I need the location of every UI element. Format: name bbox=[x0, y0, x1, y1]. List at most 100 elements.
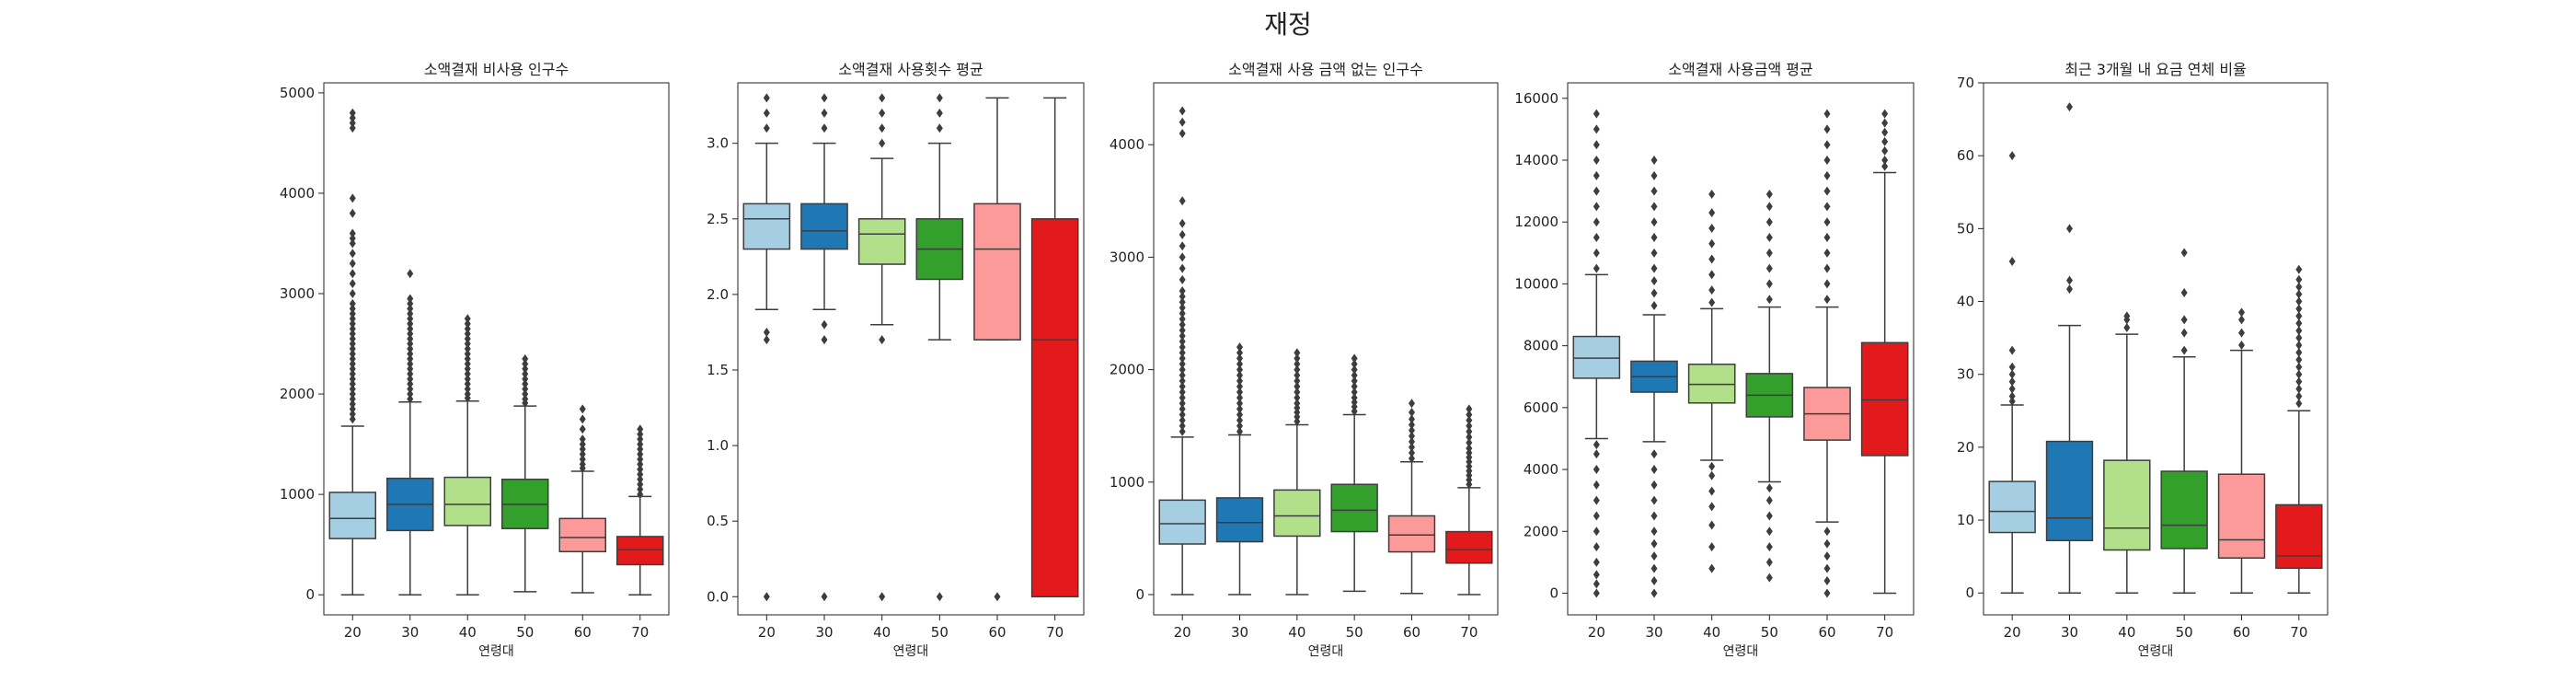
outlier-point bbox=[2180, 328, 2188, 338]
subplot-title: 소액결재 사용 금액 없는 인구수 bbox=[1228, 61, 1423, 78]
outlier-point bbox=[1466, 432, 1473, 442]
outlier-point bbox=[1881, 109, 1889, 119]
outlier-point bbox=[1765, 189, 1773, 199]
outlier-point bbox=[1708, 542, 1716, 552]
outlier-point bbox=[407, 324, 414, 334]
x-axis-label: 연령대 bbox=[893, 644, 929, 659]
outlier-point bbox=[407, 389, 414, 399]
y-tick-label: 30 bbox=[1957, 366, 1974, 383]
outlier-point bbox=[1650, 276, 1658, 286]
box-group-70 bbox=[2275, 264, 2323, 594]
outlier-point bbox=[407, 334, 414, 344]
x-tick-label: 60 bbox=[1403, 624, 1420, 641]
x-tick-label: 50 bbox=[2176, 624, 2193, 641]
outlier-point bbox=[1179, 337, 1186, 347]
outlier-point bbox=[349, 308, 356, 318]
outlier-point bbox=[1765, 542, 1773, 552]
outlier-point bbox=[464, 364, 471, 374]
outlier-point bbox=[1236, 376, 1243, 386]
plot-frame bbox=[1153, 82, 1499, 616]
outlier-point bbox=[879, 123, 886, 133]
box-iqr bbox=[1030, 218, 1079, 598]
y-tick-label: 1000 bbox=[1110, 474, 1144, 491]
outlier-point bbox=[1179, 218, 1186, 228]
outlier-point bbox=[349, 389, 356, 399]
outlier-point bbox=[1179, 421, 1186, 431]
outlier-point bbox=[1409, 420, 1415, 430]
box-group-30 bbox=[1630, 156, 1678, 598]
y-tick-label: 2000 bbox=[1524, 523, 1558, 539]
outlier-point bbox=[637, 445, 644, 455]
outlier-point bbox=[1179, 415, 1186, 425]
outlier-point bbox=[936, 123, 943, 133]
outlier-point bbox=[637, 484, 644, 494]
outlier-point bbox=[1708, 270, 1716, 280]
outlier-point bbox=[1765, 526, 1773, 537]
outlier-point bbox=[1650, 576, 1658, 586]
box-group-50 bbox=[1330, 353, 1378, 593]
outlier-point bbox=[1236, 348, 1243, 358]
box-iqr bbox=[1860, 341, 1909, 457]
y-tick-label: 3000 bbox=[1110, 249, 1144, 265]
outlier-point bbox=[1881, 118, 1889, 128]
outlier-point bbox=[1179, 359, 1186, 369]
outlier-point bbox=[1294, 348, 1301, 358]
outlier-point bbox=[1593, 124, 1600, 134]
outlier-point bbox=[1179, 117, 1186, 127]
y-tick-label: 4000 bbox=[280, 185, 315, 202]
outlier-point bbox=[2180, 315, 2188, 325]
outlier-point bbox=[1881, 161, 1889, 171]
y-tick-label: 0 bbox=[1965, 584, 1974, 601]
outlier-point bbox=[2295, 347, 2303, 357]
outlier-point bbox=[1765, 233, 1773, 243]
outlier-point bbox=[1823, 170, 1831, 180]
x-tick-label: 60 bbox=[574, 624, 592, 641]
outlier-point bbox=[1294, 359, 1301, 369]
box-iqr bbox=[973, 202, 1021, 341]
outlier-point bbox=[349, 208, 356, 218]
box-group-70 bbox=[1860, 109, 1909, 595]
outlier-point bbox=[821, 108, 828, 118]
box-group-50 bbox=[2160, 248, 2208, 594]
y-tick-label: 50 bbox=[1957, 220, 1974, 237]
outlier-point bbox=[464, 359, 471, 369]
outlier-point bbox=[1650, 588, 1658, 598]
outlier-point bbox=[1765, 248, 1773, 258]
outlier-point bbox=[879, 138, 886, 148]
box-group-60 bbox=[973, 97, 1021, 602]
outlier-point bbox=[1466, 438, 1473, 448]
outlier-point bbox=[763, 327, 770, 337]
outlier-point bbox=[2008, 362, 2016, 372]
outlier-point bbox=[464, 314, 471, 324]
outlier-point bbox=[1179, 330, 1186, 341]
box-iqr bbox=[558, 517, 606, 553]
outlier-point bbox=[1823, 279, 1831, 289]
outlier-point bbox=[763, 108, 770, 118]
outlier-point bbox=[2008, 345, 2016, 355]
outlier-point bbox=[407, 364, 414, 374]
outlier-point bbox=[1179, 128, 1186, 138]
box-group-40 bbox=[1687, 189, 1736, 573]
y-tick-label: 3000 bbox=[280, 285, 315, 302]
box-iqr bbox=[616, 536, 664, 566]
outlier-point bbox=[1351, 393, 1358, 403]
outlier-point bbox=[1650, 480, 1658, 490]
outlier-point bbox=[349, 344, 356, 353]
outlier-point bbox=[349, 249, 356, 259]
x-tick-label: 20 bbox=[2004, 624, 2021, 641]
outlier-point bbox=[2008, 376, 2016, 387]
box-group-60 bbox=[1803, 109, 1851, 598]
outlier-point bbox=[763, 592, 770, 602]
outlier-point bbox=[1593, 588, 1600, 598]
outlier-point bbox=[1236, 387, 1243, 398]
outlier-point bbox=[2008, 384, 2016, 394]
box-group-70 bbox=[1445, 404, 1493, 596]
outlier-point bbox=[349, 259, 356, 269]
outlier-point bbox=[1708, 520, 1716, 530]
outlier-point bbox=[1236, 359, 1243, 369]
outlier-point bbox=[1823, 109, 1831, 119]
outlier-point bbox=[1708, 208, 1716, 218]
outlier-point bbox=[522, 394, 529, 404]
outlier-point bbox=[2238, 328, 2245, 338]
outlier-point bbox=[1294, 353, 1301, 364]
